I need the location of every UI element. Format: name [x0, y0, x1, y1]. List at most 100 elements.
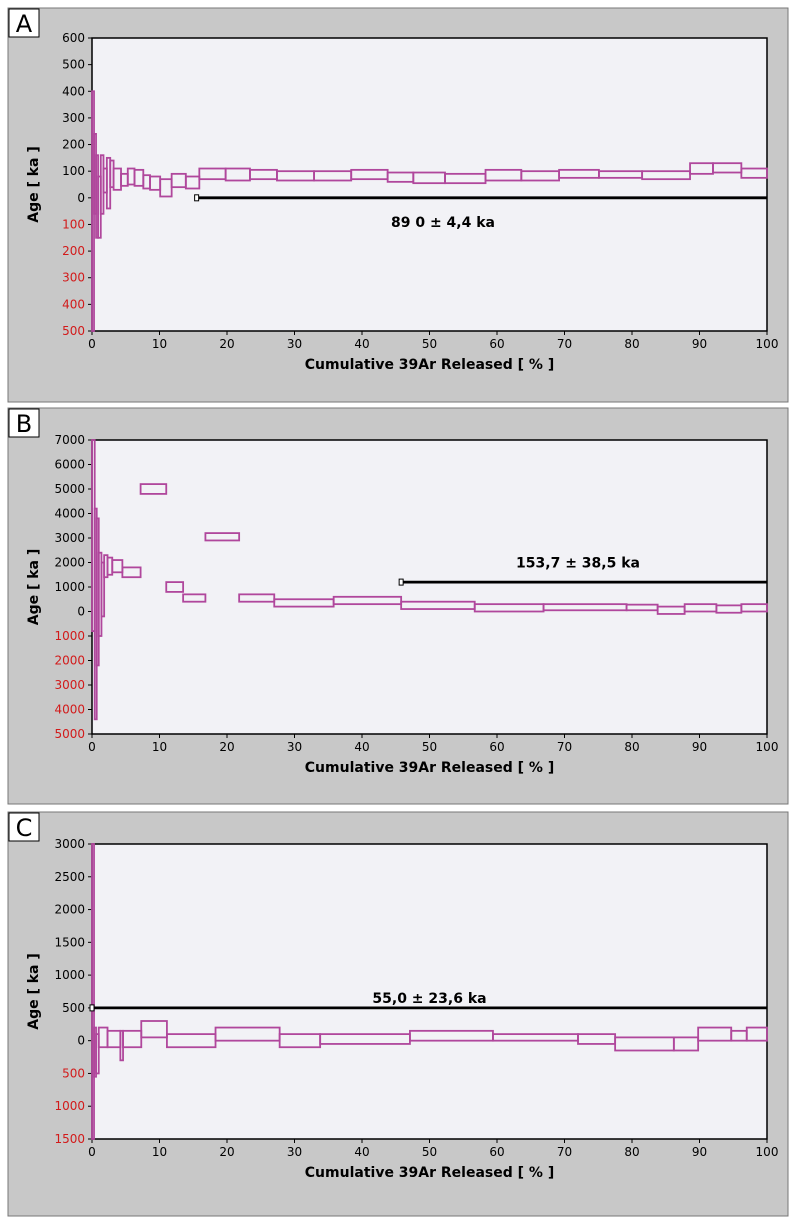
x-tick-label: 30: [287, 1145, 302, 1159]
x-tick-label: 60: [489, 1145, 504, 1159]
panel-label: C: [16, 814, 33, 842]
age-step: [745, 1026, 768, 1042]
age-step: [182, 593, 207, 603]
y-tick-label: 2000: [54, 654, 85, 668]
age-step: [238, 593, 276, 603]
x-tick-label: 40: [354, 337, 369, 351]
x-tick-label: 100: [756, 740, 779, 754]
y-tick-label: 300: [62, 271, 85, 285]
x-tick-label: 70: [557, 740, 572, 754]
age-step: [121, 566, 142, 579]
x-tick-label: 30: [287, 337, 302, 351]
y-tick-label: 5000: [54, 727, 85, 741]
age-step: [641, 170, 691, 181]
x-tick-label: 20: [219, 337, 234, 351]
plateau-start-cap: [398, 578, 404, 586]
age-step: [204, 532, 241, 542]
x-tick-label: 30: [287, 740, 302, 754]
y-tick-label: 200: [62, 244, 85, 258]
x-tick-label: 70: [557, 337, 572, 351]
panel-label: A: [16, 10, 33, 38]
plateau-age-label: 55,0 ± 23,6 ka: [372, 991, 486, 1007]
y-tick-label: 1000: [54, 968, 85, 982]
y-tick-label: 1000: [54, 1099, 85, 1113]
plot-area: [92, 844, 767, 1139]
age-step: [740, 167, 768, 179]
x-tick-label: 0: [88, 740, 96, 754]
plateau-start-cap: [89, 1004, 95, 1012]
age-step: [165, 581, 185, 593]
age-step: [139, 483, 168, 495]
age-step: [111, 559, 124, 574]
age-step: [95, 1033, 100, 1075]
y-tick-label: 300: [62, 111, 85, 125]
x-tick-label: 0: [88, 337, 96, 351]
x-tick-label: 40: [354, 1145, 369, 1159]
x-tick-label: 10: [152, 1145, 167, 1159]
x-tick-label: 40: [354, 740, 369, 754]
y-tick-label: 0: [77, 191, 85, 205]
x-tick-label: 90: [692, 337, 707, 351]
y-tick-label: 400: [62, 297, 85, 311]
plateau-age-label: 89 0 ± 4,4 ka: [391, 215, 495, 231]
y-tick-label: 0: [77, 605, 85, 619]
step-series: [91, 843, 768, 1140]
x-tick-label: 10: [152, 740, 167, 754]
x-axis-title: Cumulative 39Ar Released [ % ]: [305, 760, 554, 776]
y-tick-label: 4000: [54, 703, 85, 717]
x-tick-label: 90: [692, 740, 707, 754]
y-tick-label: 500: [62, 1001, 85, 1015]
y-tick-label: 5000: [54, 482, 85, 496]
x-tick-label: 100: [756, 1145, 779, 1159]
y-tick-label: 0: [77, 1034, 85, 1048]
x-tick-label: 80: [624, 740, 639, 754]
panel-label: B: [16, 410, 32, 438]
x-tick-label: 10: [152, 337, 167, 351]
y-tick-label: 3000: [54, 531, 85, 545]
panel-label-box: [8, 8, 40, 38]
y-axis-title: Age [ ka ]: [26, 146, 42, 223]
y-tick-label: 500: [62, 324, 85, 338]
step-series: [91, 439, 768, 721]
y-axis-title: Age [ ka ]: [26, 953, 42, 1030]
x-tick-label: 60: [489, 337, 504, 351]
x-tick-label: 80: [624, 1145, 639, 1159]
x-tick-label: 50: [422, 337, 437, 351]
plot-area: [92, 440, 767, 734]
y-tick-label: 500: [62, 1066, 85, 1080]
age-step: [740, 603, 768, 613]
plateau-start-cap: [194, 194, 200, 202]
y-tick-label: 2000: [54, 556, 85, 570]
y-tick-label: 3000: [54, 678, 85, 692]
panel-label-box: [8, 812, 40, 842]
y-tick-label: 1000: [54, 580, 85, 594]
y-tick-label: 500: [62, 58, 85, 72]
x-tick-label: 0: [88, 1145, 96, 1159]
y-axis-title: Age [ ka ]: [26, 549, 42, 626]
plateau-age-label: 153,7 ± 38,5 ka: [516, 556, 640, 572]
x-tick-label: 20: [219, 740, 234, 754]
y-tick-label: 4000: [54, 507, 85, 521]
x-tick-label: 60: [489, 740, 504, 754]
age-step: [672, 1036, 700, 1052]
x-tick-label: 80: [624, 337, 639, 351]
age-step: [332, 595, 403, 606]
y-tick-label: 1000: [54, 629, 85, 643]
y-tick-label: 400: [62, 84, 85, 98]
x-tick-label: 20: [219, 1145, 234, 1159]
x-tick-label: 70: [557, 1145, 572, 1159]
plot-area: [92, 38, 767, 331]
y-tick-label: 1500: [54, 935, 85, 949]
chart-panel-b: B700060005000400030002000100001000200030…: [7, 407, 789, 805]
y-tick-label: 100: [62, 217, 85, 231]
y-tick-label: 600: [62, 31, 85, 45]
y-tick-label: 6000: [54, 458, 85, 472]
age-step: [91, 843, 95, 1140]
y-tick-label: 2500: [54, 870, 85, 884]
age-step: [100, 561, 106, 618]
age-step: [184, 175, 201, 190]
